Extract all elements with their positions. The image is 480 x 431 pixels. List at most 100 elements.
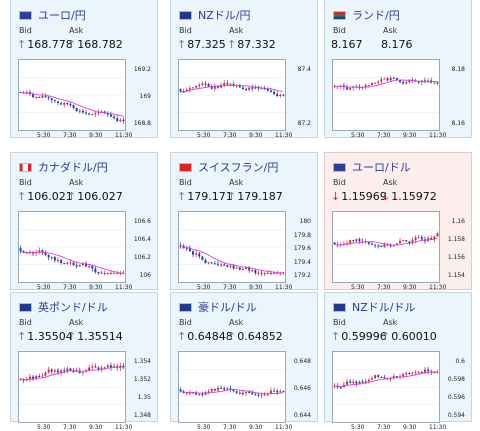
y-axis-tick-label: 0.646 xyxy=(293,385,311,392)
candle-body xyxy=(349,381,352,384)
bid-number: 168.778 xyxy=(27,38,73,51)
rate-card[interactable]: NZドル/ドル Bid Ask ↑0.59996 ↑0.60010 0.6 0.598 0.5… xyxy=(324,292,472,431)
x-axis-tick-label: 7:30 xyxy=(63,284,77,291)
x-axis-tick-label: 5:30 xyxy=(197,132,211,139)
candle-body xyxy=(66,102,69,104)
candle-body xyxy=(38,96,41,98)
price-chart[interactable]: 0.648 0.646 0.644 5:30 7:30 9:30 11:30 xyxy=(178,351,311,431)
y-axis-tick-label: 1.352 xyxy=(133,376,151,383)
candle-body xyxy=(60,370,63,373)
y-axis-tick-label: 0.598 xyxy=(447,376,465,383)
currency-pair-name[interactable]: NZドル/円 xyxy=(198,9,251,22)
candle-body xyxy=(405,240,408,242)
candle-body xyxy=(235,267,238,269)
candle-body xyxy=(241,87,244,89)
currency-pair-name[interactable]: ユーロ/円 xyxy=(38,9,86,22)
rate-card[interactable]: ユーロ/円 Bid Ask ↑168.778 ↑168.782 169.2 169 168.8… xyxy=(10,0,158,139)
price-chart[interactable]: 87.4 87.2 5:30 7:30 9:30 11:30 xyxy=(178,59,311,139)
moving-average-line xyxy=(180,389,284,395)
price-chart[interactable]: 1.354 1.352 1.35 1.348 5:30 7:30 9:30 11:30 xyxy=(18,351,151,431)
candle-body xyxy=(220,387,223,389)
price-chart[interactable]: 169.2 169 168.8 5:30 7:30 9:30 11:30 xyxy=(18,59,151,139)
rate-card[interactable]: スイスフラン/円 Bid Ask ↑179.171 ↑179.187 180 179.8 17… xyxy=(170,152,318,291)
candle-body xyxy=(66,262,69,264)
card-header[interactable]: ランド/円 xyxy=(333,7,400,23)
rate-card[interactable]: ランド/円 Bid Ask 8.167 8.176 8.18 8.16 5:30 7:30 9:3… xyxy=(324,0,472,139)
candle-body xyxy=(402,82,405,84)
price-chart[interactable]: 106.6 106.4 106.2 106 5:30 7:30 9:30 11:30 xyxy=(18,211,151,291)
candle-body xyxy=(69,368,72,371)
card-header[interactable]: スイスフラン/円 xyxy=(179,159,278,175)
rate-card[interactable]: 英ポンド/ドル Bid Ask ↑1.35504 ↑1.35514 1.354 1.352 1… xyxy=(10,292,158,431)
card-header[interactable]: 英ポンド/ドル xyxy=(19,299,108,315)
candle-body xyxy=(91,113,94,115)
card-header[interactable]: ユーロ/円 xyxy=(19,7,86,23)
card-header[interactable]: ユーロ/ドル xyxy=(333,159,411,175)
candle-body xyxy=(119,365,122,368)
bid-value: ↑179.171 xyxy=(177,190,233,203)
currency-pair-name[interactable]: スイスフラン/円 xyxy=(198,161,279,174)
x-axis-tick-label: 9:30 xyxy=(249,132,263,139)
candle-body xyxy=(72,105,75,108)
ask-label: Ask xyxy=(383,318,398,327)
candle-body xyxy=(85,263,88,267)
candle-body xyxy=(276,390,279,393)
candle-body xyxy=(436,371,439,373)
currency-pair-name[interactable]: ユーロ/ドル xyxy=(352,161,411,174)
candle-body xyxy=(78,370,81,373)
candle-body xyxy=(389,378,392,380)
candle-body xyxy=(436,82,439,84)
y-axis-tick-label: 179.2 xyxy=(293,272,311,279)
currency-pair-name[interactable]: NZドル/ドル xyxy=(352,301,416,314)
price-chart[interactable]: 8.18 8.16 5:30 7:30 9:30 11:30 xyxy=(332,59,465,139)
candle-body xyxy=(69,262,72,264)
candle-body xyxy=(188,392,191,394)
rate-card[interactable]: ユーロ/ドル Bid Ask ↓1.15969 ↓1.15972 1.16 1.158 1.1… xyxy=(324,152,472,291)
candle-body xyxy=(91,366,94,368)
ask-number: 179.187 xyxy=(237,190,283,203)
card-header[interactable]: NZドル/ドル xyxy=(333,299,415,315)
moving-average-line xyxy=(20,250,124,274)
x-axis-tick-label: 7:30 xyxy=(63,132,77,139)
bid-value: ↑87.325 xyxy=(177,38,226,51)
currency-pair-name[interactable]: 英ポンド/ドル xyxy=(38,301,108,314)
candle-body xyxy=(25,252,28,254)
down-arrow-icon: ↓ xyxy=(331,190,341,203)
candle-body xyxy=(188,88,191,90)
candlestick-chart xyxy=(333,229,439,265)
candle-body xyxy=(69,103,72,106)
candle-body xyxy=(433,82,436,84)
candle-body xyxy=(238,85,241,88)
x-axis-tick-label: 11:30 xyxy=(429,284,447,291)
card-header[interactable]: カナダドル/円 xyxy=(19,159,108,175)
price-chart[interactable]: 0.6 0.598 0.596 0.594 5:30 7:30 9:30 11:30 xyxy=(332,351,465,431)
candle-body xyxy=(282,272,285,274)
ask-value: 8.176 xyxy=(381,38,413,51)
rate-card[interactable]: NZドル/円 Bid Ask ↑87.325 ↑87.332 87.4 87.2 5:30 7:… xyxy=(170,0,318,139)
currency-pair-name[interactable]: 豪ドル/ドル xyxy=(198,301,257,314)
candle-body xyxy=(383,78,386,80)
price-chart[interactable]: 1.16 1.158 1.156 1.154 5:30 7:30 9:30 11:30 xyxy=(332,211,465,291)
candle-body xyxy=(44,372,47,376)
candle-body xyxy=(88,113,91,115)
candle-body xyxy=(122,273,125,275)
ask-value: ↑87.332 xyxy=(227,38,276,51)
card-header[interactable]: NZドル/円 xyxy=(179,7,250,23)
currency-pair-name[interactable]: カナダドル/円 xyxy=(38,161,108,174)
rate-card[interactable]: カナダドル/円 Bid Ask ↑106.021 ↑106.027 106.6 106.4 1… xyxy=(10,152,158,291)
currency-pair-name[interactable]: ランド/円 xyxy=(352,9,400,22)
candle-body xyxy=(94,113,97,115)
x-axis-tick-label: 11:30 xyxy=(275,284,293,291)
bid-label: Bid xyxy=(19,178,32,187)
x-axis-tick-label: 9:30 xyxy=(89,424,103,431)
candle-body xyxy=(232,265,235,269)
au-flag-icon xyxy=(179,302,192,312)
candle-body xyxy=(44,96,47,98)
candle-body xyxy=(72,370,75,372)
candle-body xyxy=(395,376,398,378)
price-chart[interactable]: 180 179.8 179.6 179.4 179.2 5:30 7:30 9:30 11:30 xyxy=(178,211,311,291)
x-axis-tick-label: 7:30 xyxy=(223,132,237,139)
rate-card[interactable]: 豪ドル/ドル Bid Ask ↑0.64848 ↑0.64852 0.648 0.646 0.… xyxy=(170,292,318,431)
card-header[interactable]: 豪ドル/ドル xyxy=(179,299,257,315)
candle-body xyxy=(207,84,210,87)
